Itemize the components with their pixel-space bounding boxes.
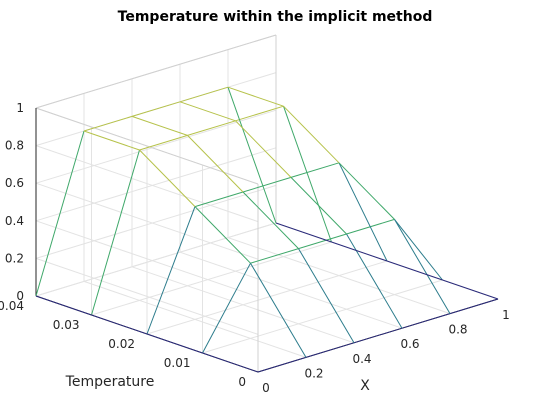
mesh-line: [179, 86, 229, 103]
mesh-line: [187, 135, 244, 193]
mesh-line: [257, 356, 307, 373]
grid-line: [35, 182, 259, 260]
grid-line: [35, 222, 277, 297]
mesh-line: [338, 162, 388, 262]
grid-line: [35, 220, 259, 298]
y-tick-label: 0.02: [108, 337, 135, 351]
mesh-line: [305, 342, 355, 358]
z-tick-label: 0.8: [5, 139, 24, 153]
z-tick-label: 0.6: [5, 176, 24, 190]
mesh-line: [290, 162, 340, 178]
z-tick-label: 0: [16, 289, 24, 303]
mesh-line: [353, 327, 403, 344]
mesh-line: [386, 260, 443, 281]
mesh-line: [298, 233, 347, 250]
mesh-line: [298, 248, 355, 344]
mesh-line: [227, 87, 277, 224]
z-tick-label: 0.4: [5, 214, 24, 228]
mesh-line: [250, 248, 299, 264]
x-tick-label: 1: [502, 308, 510, 322]
mesh-line: [35, 295, 92, 316]
mesh-line: [283, 105, 340, 164]
mesh-line: [91, 149, 140, 316]
grid-line: [146, 260, 388, 335]
grid-line: [35, 145, 259, 223]
z-tick-label: 0.2: [5, 251, 24, 265]
axes-box: [35, 34, 499, 373]
mesh-line: [83, 130, 140, 151]
surface-mesh: [35, 86, 499, 373]
mesh-line: [242, 176, 292, 193]
z-tick-label: 1: [16, 101, 24, 115]
y-axis-label: Temperature: [65, 374, 155, 390]
mesh-line: [235, 105, 284, 122]
grid-line: [35, 147, 277, 222]
y-tick-label: 0.03: [53, 318, 80, 332]
y-tick-label: 0.04: [0, 299, 24, 313]
grid-line: [35, 184, 277, 259]
y-tick-label: 0.01: [164, 356, 191, 370]
mesh-line: [275, 222, 332, 243]
mesh-line: [235, 120, 292, 178]
x-axis-label: X: [360, 378, 370, 394]
mesh-line: [202, 262, 251, 354]
x-tick-label: 0.6: [400, 337, 419, 351]
box-edge: [35, 107, 259, 185]
mesh-line: [242, 191, 299, 249]
mesh-line: [202, 352, 259, 373]
x-tick-label: 0.2: [304, 366, 323, 380]
mesh-line: [338, 162, 395, 220]
mesh-line: [83, 115, 133, 132]
box-edge: [35, 34, 277, 109]
mesh-line: [139, 149, 196, 207]
grid-layer: [35, 34, 499, 373]
mesh-line: [442, 279, 499, 300]
x-tick-label: 0.8: [448, 323, 467, 337]
mesh-line: [146, 333, 203, 354]
y-tick-label: 0: [238, 375, 246, 389]
mesh-line: [331, 241, 388, 262]
grid-line: [35, 109, 277, 184]
mesh-line: [146, 206, 196, 335]
mesh-line: [250, 262, 307, 358]
mesh-line: [131, 101, 181, 117]
mesh-line: [194, 191, 244, 208]
mesh-line: [35, 130, 85, 297]
x-tick-label: 0.4: [352, 352, 371, 366]
mesh-line: [346, 233, 403, 329]
x-tick-label: 0: [262, 381, 270, 395]
mesh-line: [179, 101, 236, 122]
mesh-line: [194, 206, 251, 264]
tick-labels: 00.20.40.60.8100.010.020.030.0400.20.40.…: [0, 101, 510, 395]
mesh-line: [401, 313, 451, 329]
grid-line: [35, 257, 259, 335]
mesh-line: [139, 134, 188, 151]
mesh-line: [394, 219, 443, 281]
mesh-line: [131, 115, 188, 136]
mesh-line: [449, 298, 499, 315]
mesh-line: [290, 177, 347, 235]
mesh-line: [394, 219, 451, 314]
grid-line: [91, 241, 332, 316]
mesh-line: [283, 106, 332, 243]
mesh-line: [227, 86, 284, 107]
chart-title: Temperature within the implicit method: [117, 9, 433, 25]
mesh-line: [91, 314, 148, 335]
grid-line: [202, 279, 443, 354]
mesh-line: [187, 120, 236, 136]
